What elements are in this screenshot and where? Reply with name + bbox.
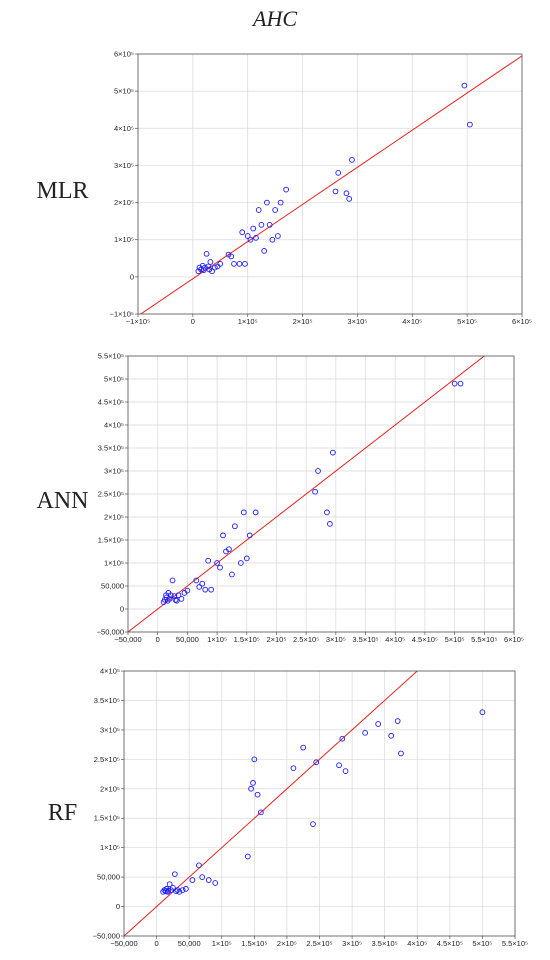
mlr-data-point	[228, 253, 235, 260]
mlr-x-tick-label: −1×10⁵	[126, 317, 150, 326]
mlr-x-tick-label: 2×10⁵	[293, 317, 313, 326]
mlr-data-point	[467, 121, 473, 128]
mlr-data-point	[261, 248, 268, 254]
mlr-data-point	[346, 196, 353, 202]
mlr-data-point	[343, 190, 350, 197]
mlr-x-tick-label: 5×10⁵	[457, 317, 477, 326]
mlr-data-point	[335, 170, 342, 176]
mlr-data-point	[217, 261, 224, 267]
mlr-x-tick-label: 4×10⁵	[402, 317, 422, 326]
mlr-x-tick-label: 1×10⁵	[238, 317, 258, 326]
mlr-data-point	[205, 263, 212, 270]
mlr-data-point	[207, 259, 214, 265]
mlr-y-tick-label: 2×10⁵	[114, 198, 134, 207]
mlr-data-point	[277, 199, 284, 206]
mlr-data-point	[231, 261, 237, 267]
mlr-data-point	[211, 264, 218, 271]
mlr-y-tick-label: 3×10⁵	[114, 161, 134, 170]
mlr-data-point	[461, 82, 468, 89]
mlr-data-point	[272, 207, 278, 213]
ann-label: ANN	[36, 488, 89, 514]
mlr-data-point	[266, 222, 273, 228]
mlr-y-tick-label: 4×10⁵	[114, 124, 134, 133]
mlr-data-point	[242, 261, 248, 267]
mlr-y-tick-label: 6×10⁵	[114, 50, 134, 59]
mlr-x-tick-label: 6×10⁵	[512, 317, 532, 326]
mlr-data-point	[275, 233, 281, 239]
rf-label: RF	[47, 800, 78, 826]
mlr-data-point	[255, 207, 262, 213]
mlr-fit-line	[139, 55, 522, 314]
mlr-x-tick-label: 0	[191, 317, 195, 326]
mlr-data-point	[283, 186, 289, 193]
mlr-data-point	[332, 188, 339, 195]
mlr-y-tick-label: 0	[130, 272, 134, 281]
mlr-x-tick-label: 3×10⁵	[347, 317, 367, 326]
mlr-y-tick-label: 5×10⁵	[114, 87, 134, 96]
mlr-data-point	[203, 250, 210, 257]
mlr-data-point	[349, 157, 355, 163]
mlr-data-point	[269, 236, 276, 243]
mlr-data-point	[250, 225, 257, 232]
mlr-data-point	[253, 235, 259, 241]
mlr-label: MLR	[36, 178, 89, 204]
mlr-data-point	[209, 268, 215, 275]
mlr-data-point	[200, 267, 207, 274]
mlr-y-tick-label: −1×10⁵	[110, 310, 134, 319]
mlr-y-tick-label: 1×10⁵	[114, 235, 134, 244]
mlr-data-point	[236, 261, 243, 267]
mlr-plot-frame	[137, 53, 523, 315]
mlr-data-point	[247, 236, 254, 243]
figure-title: AHC	[253, 6, 297, 31]
mlr-data-point	[258, 222, 265, 228]
mlr-data-point	[244, 233, 251, 239]
mlr-data-point	[264, 199, 270, 206]
mlr-data-point	[239, 229, 246, 236]
